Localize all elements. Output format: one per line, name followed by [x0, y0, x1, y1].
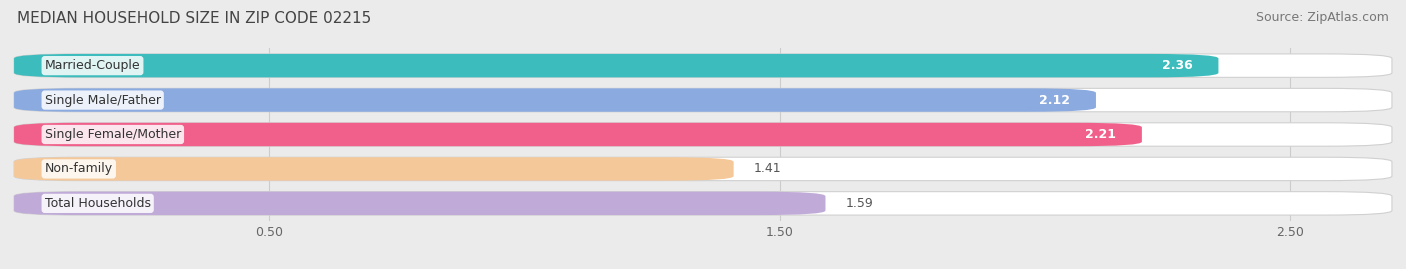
FancyBboxPatch shape — [14, 123, 1392, 146]
FancyBboxPatch shape — [14, 54, 1392, 77]
Text: Single Male/Father: Single Male/Father — [45, 94, 160, 107]
FancyBboxPatch shape — [14, 157, 1392, 181]
Text: 2.21: 2.21 — [1085, 128, 1116, 141]
Text: 1.59: 1.59 — [846, 197, 873, 210]
Text: 1.41: 1.41 — [754, 162, 782, 175]
FancyBboxPatch shape — [14, 157, 734, 181]
FancyBboxPatch shape — [14, 88, 1392, 112]
FancyBboxPatch shape — [14, 123, 1142, 146]
FancyBboxPatch shape — [14, 54, 1219, 77]
Text: 2.12: 2.12 — [1039, 94, 1070, 107]
FancyBboxPatch shape — [14, 192, 1392, 215]
Text: Total Households: Total Households — [45, 197, 150, 210]
Text: Source: ZipAtlas.com: Source: ZipAtlas.com — [1256, 11, 1389, 24]
Text: 2.36: 2.36 — [1163, 59, 1192, 72]
FancyBboxPatch shape — [14, 88, 1095, 112]
Text: Married-Couple: Married-Couple — [45, 59, 141, 72]
FancyBboxPatch shape — [14, 192, 825, 215]
Text: MEDIAN HOUSEHOLD SIZE IN ZIP CODE 02215: MEDIAN HOUSEHOLD SIZE IN ZIP CODE 02215 — [17, 11, 371, 26]
Text: Single Female/Mother: Single Female/Mother — [45, 128, 181, 141]
Text: Non-family: Non-family — [45, 162, 112, 175]
